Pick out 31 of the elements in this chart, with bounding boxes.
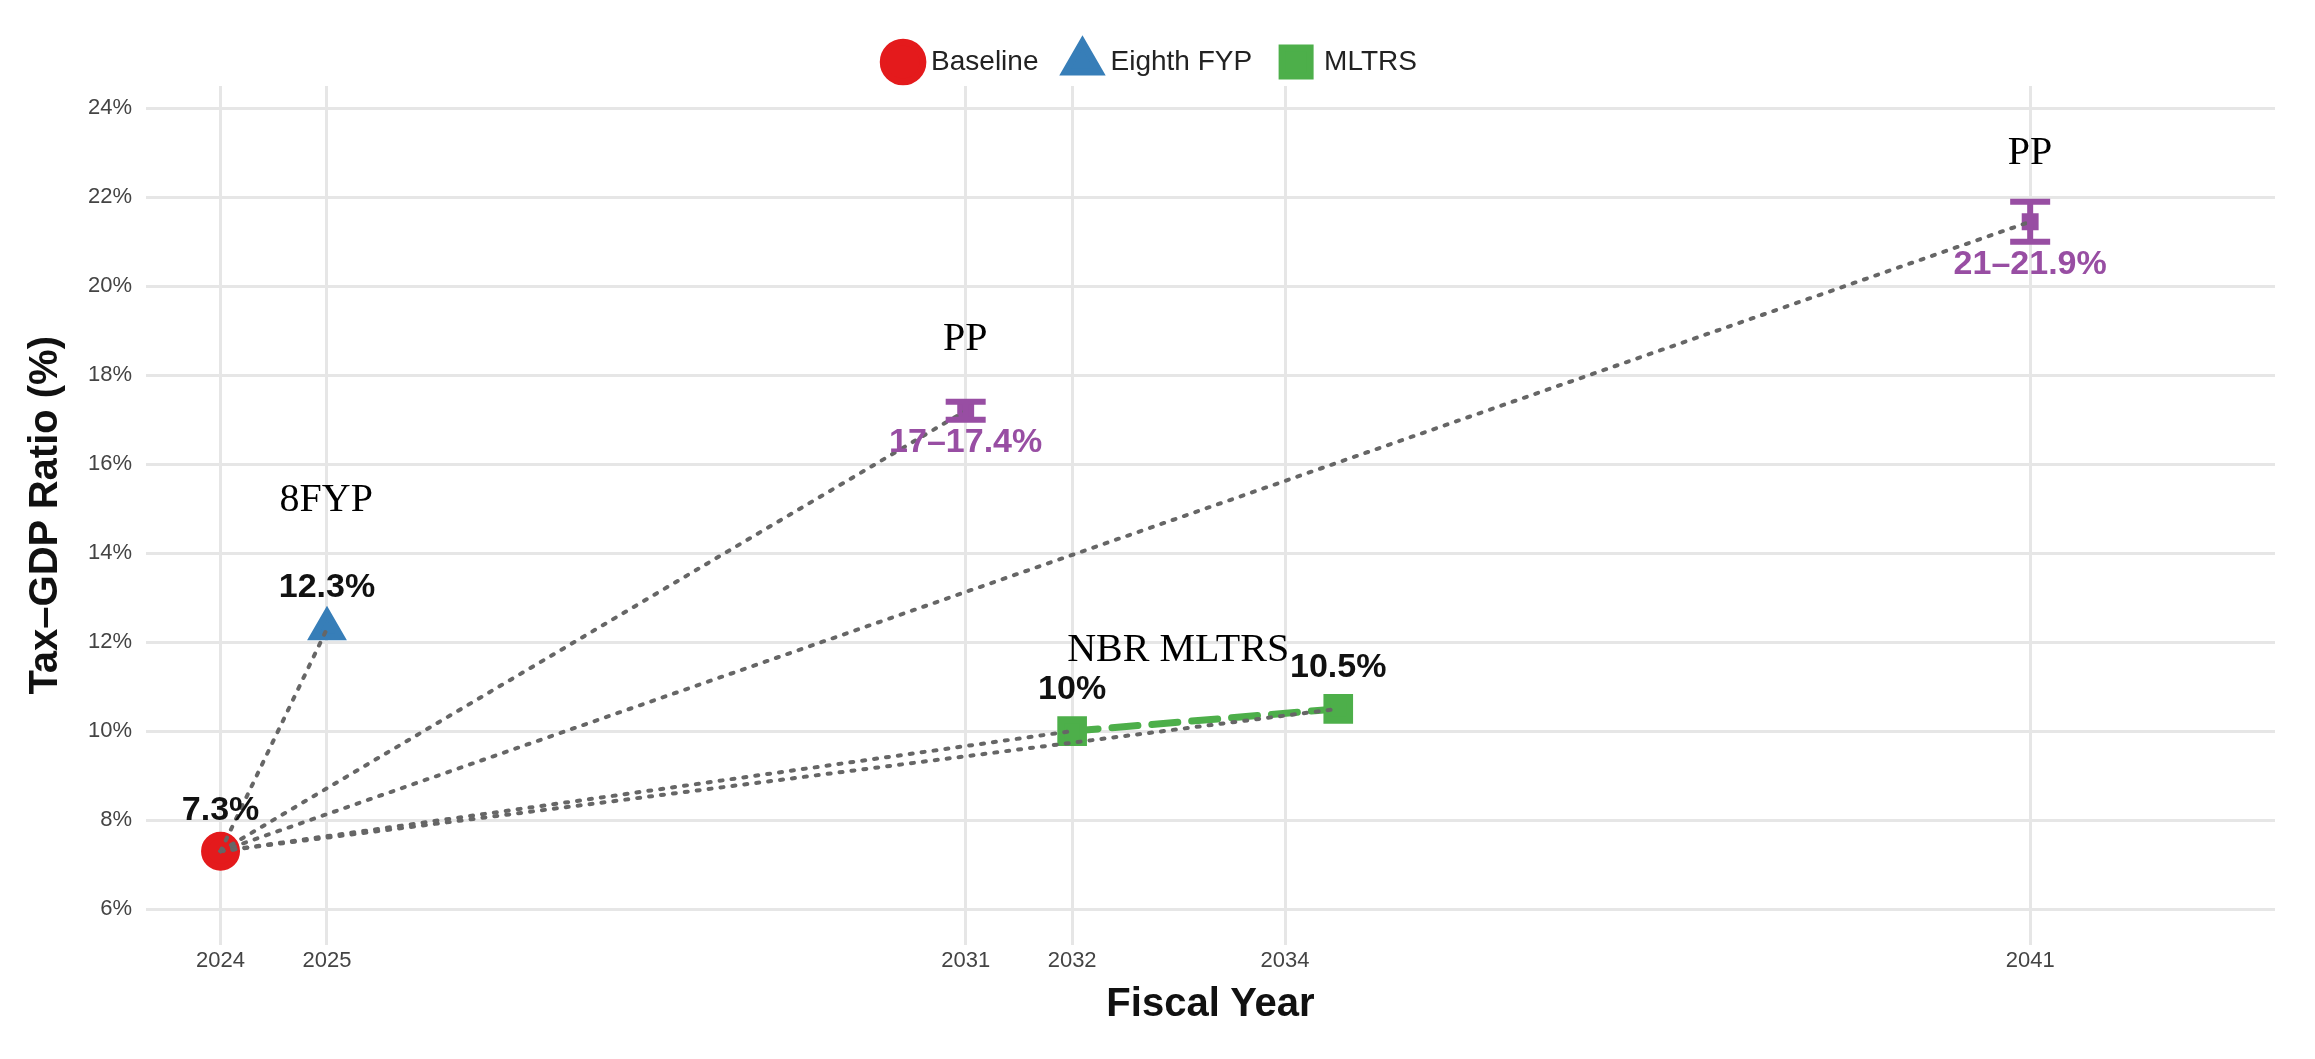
y-tick-label: 22% <box>87 183 133 209</box>
y-tick-label: 24% <box>87 94 133 120</box>
x-tick-label: 2034 <box>1260 946 1310 972</box>
y-axis-title: Tax–GDP Ratio (%) <box>21 336 66 695</box>
y-tick-label: 16% <box>87 450 133 476</box>
x-tick-label: 2031 <box>941 946 991 972</box>
annotation: PP <box>2007 128 2053 174</box>
y-tick-label: 18% <box>87 361 133 387</box>
data-label: 21–21.9% <box>1953 243 2107 282</box>
legend-label: Eighth FYP <box>1110 44 1253 76</box>
data-label: 12.3% <box>278 566 376 605</box>
x-tick-label: 2024 <box>196 946 246 972</box>
x-tick-label: 2025 <box>302 946 352 972</box>
y-tick-label: 14% <box>87 539 133 565</box>
annotation: PP <box>942 314 988 360</box>
data-label: 10% <box>1038 668 1107 707</box>
y-tick-label: 6% <box>100 895 133 921</box>
y-tick-label: 10% <box>87 717 133 743</box>
annotation: NBR MLTRS <box>1067 624 1290 670</box>
data-label: 10.5% <box>1290 646 1387 685</box>
data-label: 17–17.4% <box>889 421 1043 460</box>
annotation: 8FYP <box>279 474 374 520</box>
legend-label: Baseline <box>931 44 1039 76</box>
data-label: 7.3% <box>181 788 260 827</box>
x-tick-label: 2041 <box>2005 946 2055 972</box>
x-axis-title: Fiscal Year <box>1106 980 1315 1025</box>
y-tick-label: 8% <box>100 806 133 832</box>
x-tick-label: 2032 <box>1047 946 1097 972</box>
legend-label: MLTRS <box>1324 44 1417 76</box>
y-tick-label: 12% <box>87 628 133 654</box>
y-tick-label: 20% <box>87 272 133 298</box>
